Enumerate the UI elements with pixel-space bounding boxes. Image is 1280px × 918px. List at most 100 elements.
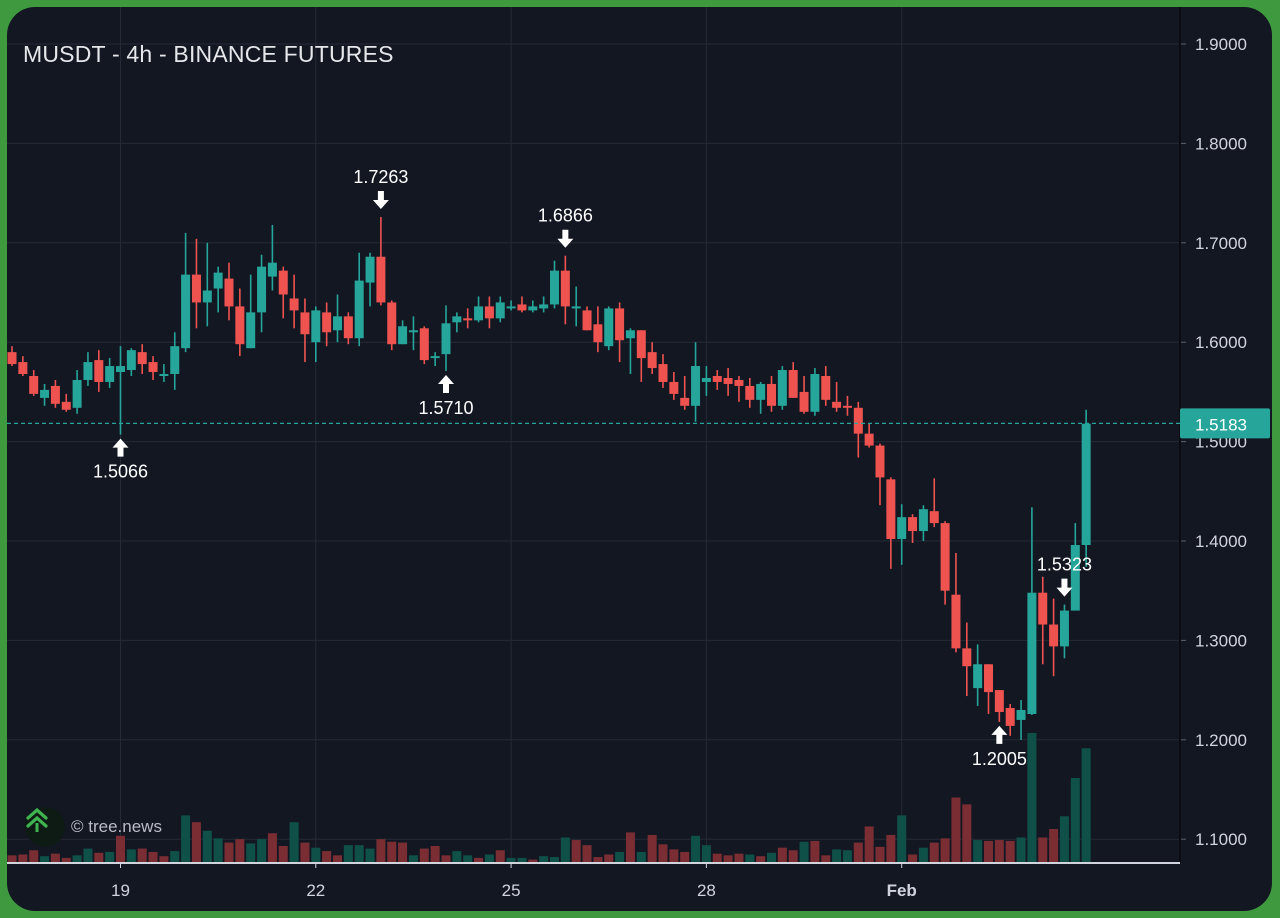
candle-body[interactable] (788, 370, 798, 398)
candle-body[interactable] (897, 517, 907, 540)
candle-body[interactable] (137, 352, 147, 365)
candle-body[interactable] (799, 391, 809, 412)
candle-body[interactable] (1016, 709, 1026, 720)
candle-body[interactable] (658, 364, 668, 382)
candle-body[interactable] (94, 360, 104, 382)
candle-body[interactable] (333, 316, 342, 331)
candle-body[interactable] (452, 316, 462, 323)
candle-body[interactable] (343, 316, 353, 339)
candle-body[interactable] (246, 312, 256, 349)
candle-body[interactable] (365, 256, 375, 283)
candle-body[interactable] (289, 298, 299, 311)
candle-body[interactable] (745, 385, 755, 400)
chart-panel[interactable]: 1.9000 1.8000 1.7000 1.6000 1.5000 1.4000 1.30… (7, 7, 1272, 911)
candle-body[interactable] (669, 381, 679, 394)
candle-body[interactable] (593, 324, 603, 343)
candle-body[interactable] (875, 445, 885, 478)
candlestick-chart[interactable]: 1.90001.80001.70001.60001.50001.40001.30… (7, 7, 1272, 911)
candle-body[interactable] (408, 330, 418, 333)
candle-body[interactable] (441, 323, 451, 355)
candle-body[interactable] (18, 362, 28, 375)
candle-body[interactable] (636, 330, 646, 359)
candle-body[interactable] (864, 433, 874, 446)
candle-body[interactable] (886, 479, 896, 540)
candle-body[interactable] (1038, 592, 1048, 625)
candle-body[interactable] (701, 377, 711, 382)
candle-body[interactable] (235, 306, 245, 345)
candle-body[interactable] (1059, 610, 1069, 647)
candle-body[interactable] (419, 328, 429, 361)
candle-body[interactable] (940, 523, 950, 591)
candle-body[interactable] (680, 397, 690, 406)
candle-body[interactable] (474, 306, 484, 321)
candle-body[interactable] (50, 385, 60, 404)
candle-body[interactable] (191, 274, 201, 303)
candle-body[interactable] (842, 405, 852, 408)
candle-body[interactable] (1070, 544, 1080, 611)
candle-body[interactable] (116, 366, 125, 373)
candle-body[interactable] (29, 375, 39, 394)
candle-body[interactable] (126, 350, 136, 371)
candle-body[interactable] (83, 362, 93, 380)
candle-body[interactable] (571, 306, 581, 309)
candle-body[interactable] (615, 308, 625, 341)
candle-body[interactable] (506, 306, 516, 309)
candle-body[interactable] (984, 664, 993, 693)
candle-body[interactable] (550, 270, 559, 305)
candle-body[interactable] (311, 310, 321, 343)
candle-body[interactable] (625, 330, 635, 339)
candle-body[interactable] (398, 326, 408, 345)
candle-body[interactable] (691, 366, 701, 406)
candle-body[interactable] (376, 256, 386, 303)
candle-body[interactable] (832, 401, 842, 408)
candle-body[interactable] (929, 511, 939, 524)
candle-body[interactable] (61, 401, 71, 410)
candle-body[interactable] (712, 375, 722, 382)
candle-body[interactable] (994, 690, 1004, 712)
candle-body[interactable] (40, 389, 50, 398)
candle-body[interactable] (322, 312, 332, 333)
candle-body[interactable] (962, 648, 972, 667)
candle-body[interactable] (387, 302, 397, 345)
candle-body[interactable] (267, 262, 277, 277)
candle-body[interactable] (821, 375, 831, 400)
candle-body[interactable] (723, 377, 733, 384)
candle-body[interactable] (181, 274, 191, 349)
candle-body[interactable] (159, 374, 169, 377)
candle-body[interactable] (951, 594, 961, 649)
candle-body[interactable] (908, 517, 918, 532)
candle-body[interactable] (810, 374, 820, 412)
candle-body[interactable] (853, 407, 863, 434)
candle-body[interactable] (484, 306, 494, 319)
candle-body[interactable] (354, 280, 364, 339)
candle-body[interactable] (1081, 423, 1091, 545)
candle-body[interactable] (213, 272, 223, 289)
candle-body[interactable] (1005, 707, 1015, 726)
candle-body[interactable] (300, 312, 310, 335)
candle-body[interactable] (463, 318, 473, 321)
candle-body[interactable] (647, 352, 657, 369)
candle-body[interactable] (528, 306, 538, 311)
candle-body[interactable] (560, 270, 570, 307)
candle-body[interactable] (170, 346, 180, 375)
candle-body[interactable] (495, 302, 505, 319)
candle-body[interactable] (517, 304, 527, 311)
candle-body[interactable] (224, 278, 234, 307)
candle-body[interactable] (105, 366, 115, 382)
candle-body[interactable] (1049, 624, 1059, 647)
candle-body[interactable] (973, 664, 983, 689)
candle-body[interactable] (918, 509, 928, 532)
candle-body[interactable] (539, 304, 549, 309)
candle-body[interactable] (604, 308, 614, 347)
candle-body[interactable] (257, 266, 267, 313)
candle-body[interactable] (734, 379, 744, 386)
candle-body[interactable] (278, 270, 288, 295)
candle-body[interactable] (72, 379, 82, 408)
candle-body[interactable] (756, 383, 766, 400)
candle-body[interactable] (202, 290, 212, 303)
candle-body[interactable] (777, 370, 787, 406)
candle-body[interactable] (7, 352, 17, 365)
candle-body[interactable] (148, 362, 158, 373)
candle-body[interactable] (582, 310, 592, 331)
candle-body[interactable] (767, 383, 776, 406)
